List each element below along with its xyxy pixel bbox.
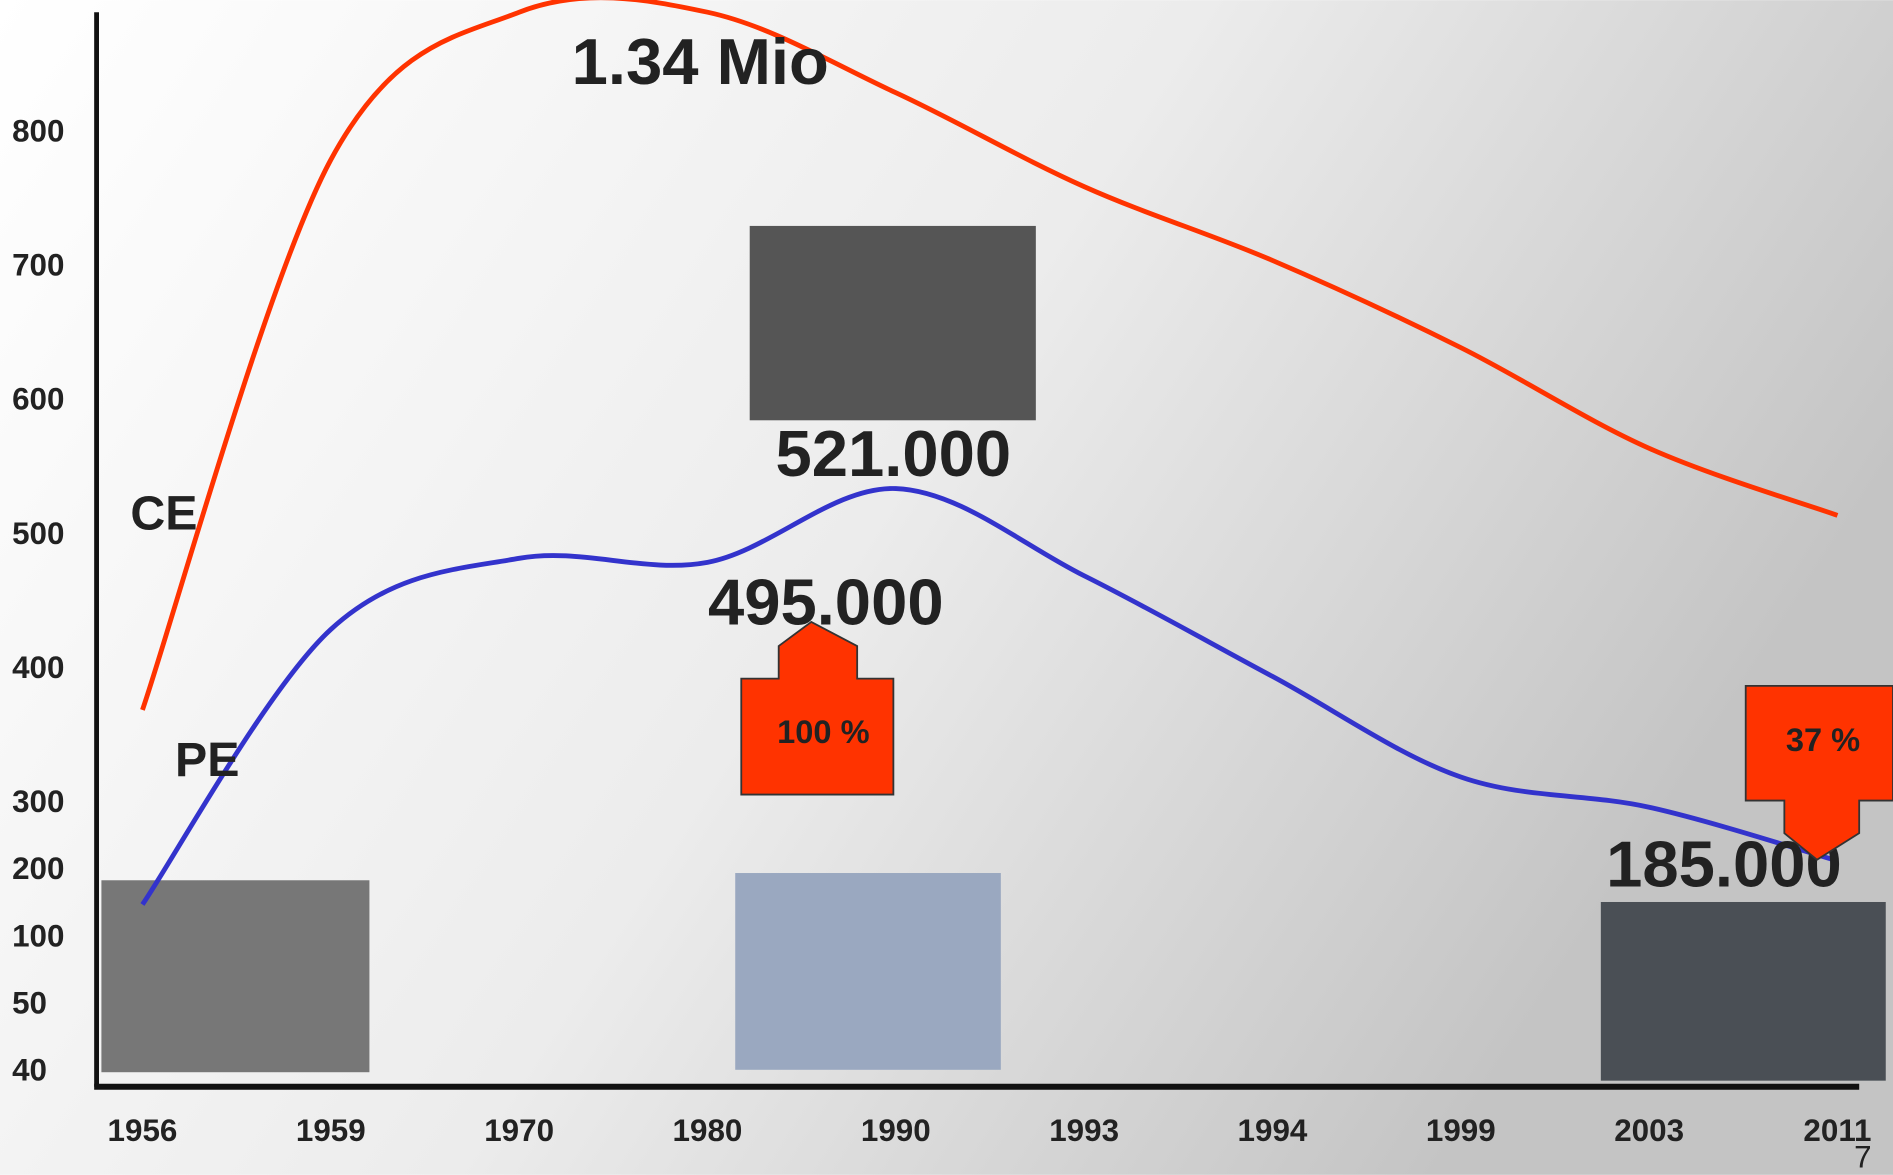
x-tick-label: 1956 bbox=[108, 1113, 178, 1148]
y-tick-label: 200 bbox=[12, 851, 64, 886]
y-tick-label: 300 bbox=[12, 784, 64, 819]
x-tick-label: 2003 bbox=[1614, 1113, 1684, 1148]
x-tick-label: 1993 bbox=[1049, 1113, 1119, 1148]
annotation: 495.000 bbox=[708, 566, 944, 639]
x-tick-label: 1990 bbox=[861, 1113, 931, 1148]
y-tick-label: 600 bbox=[12, 382, 64, 417]
y-tick-label: 50 bbox=[12, 985, 47, 1020]
y-tick-label: 40 bbox=[12, 1053, 47, 1088]
photo bbox=[101, 880, 369, 1072]
y-tick-label: 400 bbox=[12, 650, 64, 685]
slide: 1.34 Mio 521.000 495.000 185.000 100 % 3… bbox=[0, 0, 1893, 1175]
page: {"chart_data": {"type": "line", "categor… bbox=[0, 0, 1893, 1175]
x-tick-label: 2011 bbox=[1803, 1113, 1871, 1148]
x-tick-label: 1980 bbox=[673, 1113, 743, 1148]
x-tick-label: 1994 bbox=[1238, 1113, 1308, 1148]
series-label: CE bbox=[130, 487, 197, 541]
y-tick-label: 100 bbox=[12, 918, 64, 953]
x-tick-label: 1970 bbox=[484, 1113, 554, 1148]
photo bbox=[735, 873, 1001, 1070]
y-tick-label: 500 bbox=[12, 516, 64, 551]
x-tick-label: 1959 bbox=[296, 1113, 366, 1148]
annotation: 100 % bbox=[777, 713, 869, 750]
photo bbox=[1601, 902, 1886, 1081]
photo bbox=[750, 226, 1036, 420]
x-tick-label: 1999 bbox=[1426, 1113, 1496, 1148]
y-tick-label: 800 bbox=[12, 113, 64, 148]
y-tick-label: 700 bbox=[12, 247, 64, 282]
annotation: 1.34 Mio bbox=[572, 25, 829, 98]
series-label: PE bbox=[175, 733, 239, 787]
annotation: 521.000 bbox=[776, 417, 1012, 490]
annotation: 37 % bbox=[1786, 721, 1860, 758]
